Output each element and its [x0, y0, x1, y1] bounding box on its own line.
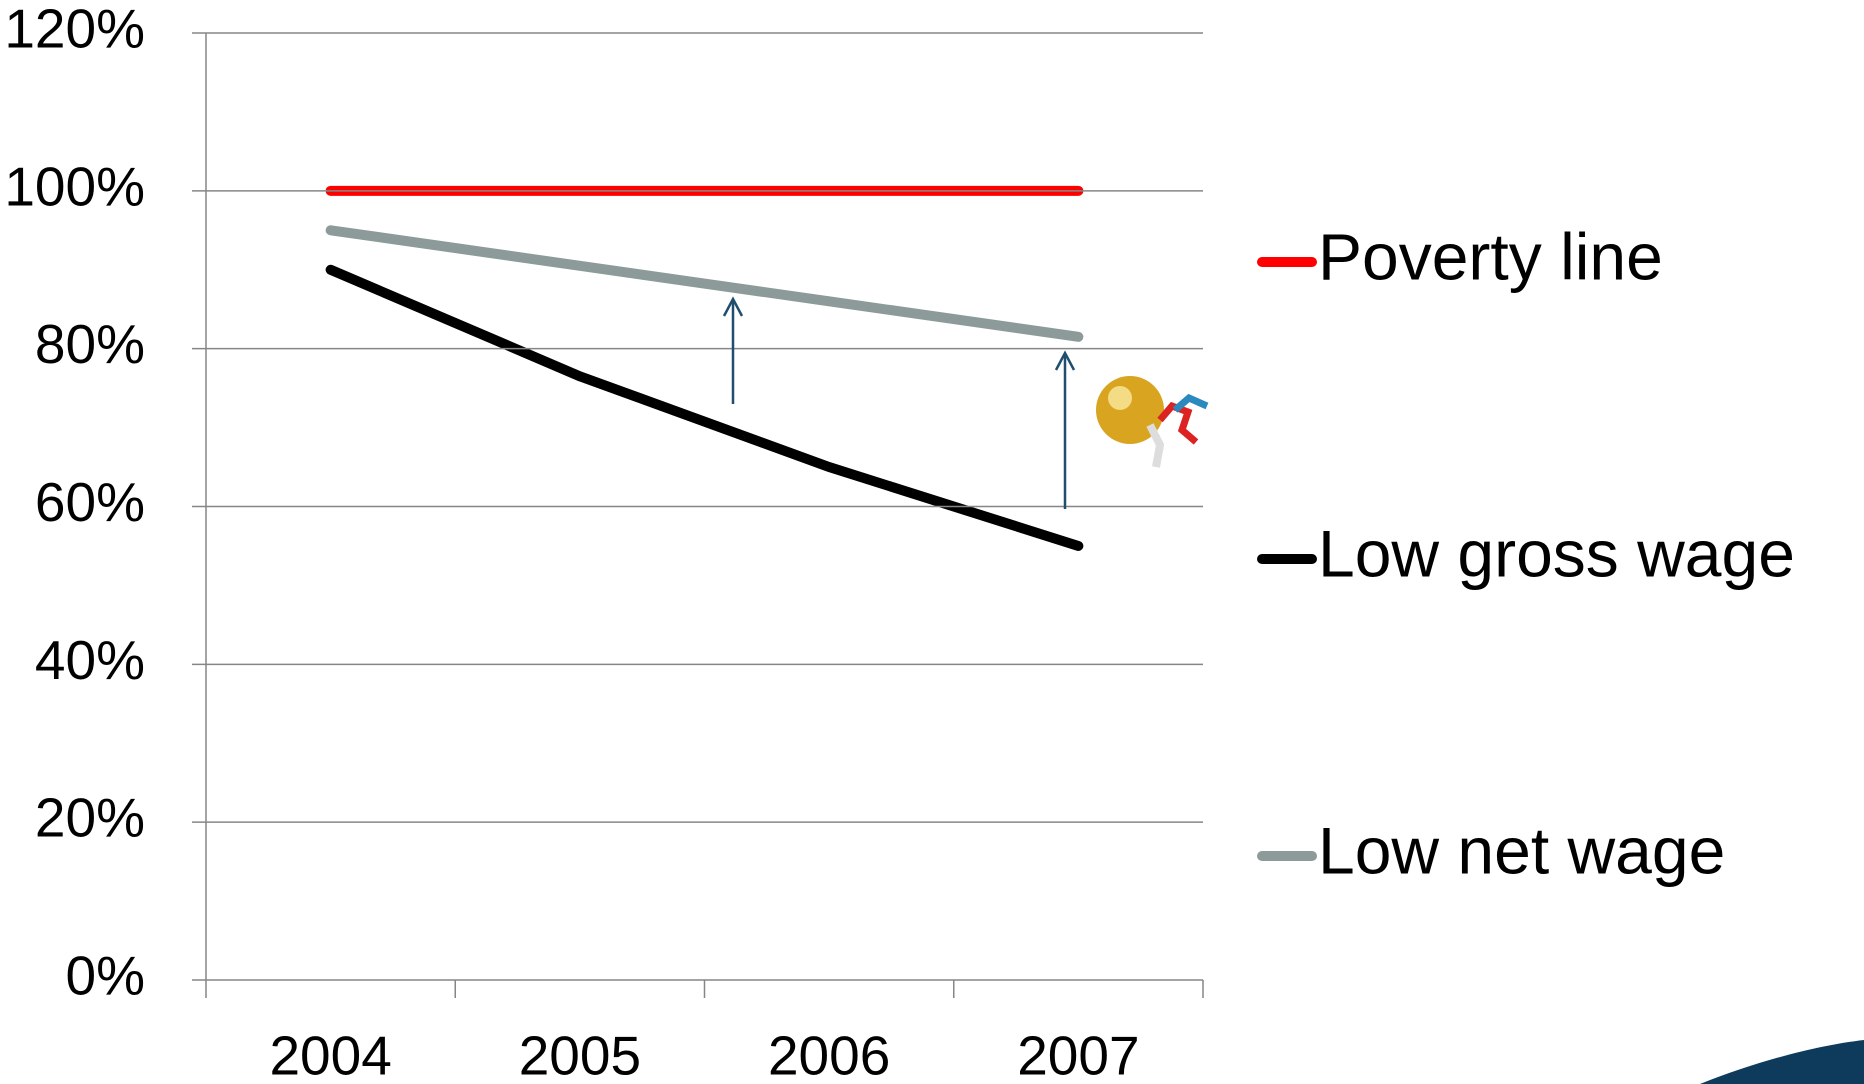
y-tick-label: 60%	[35, 471, 145, 533]
legend-label: Poverty line	[1318, 219, 1663, 293]
arrow-head	[722, 296, 744, 317]
x-tick-label: 2005	[519, 1025, 641, 1084]
x-tick-label: 2004	[269, 1025, 391, 1084]
y-tick-label: 80%	[35, 313, 145, 375]
y-tick-label: 40%	[35, 629, 145, 691]
x-tick-label: 2007	[1017, 1025, 1139, 1084]
figure	[1157, 401, 1199, 445]
figure	[1146, 423, 1165, 468]
corner-swoosh	[1700, 1040, 1864, 1084]
clip-art	[1096, 376, 1209, 468]
legend-label: Low gross wage	[1318, 516, 1795, 590]
y-tick-label: 100%	[4, 155, 145, 217]
annotation-arrows	[722, 296, 1076, 509]
x-tick-label: 2006	[768, 1025, 890, 1084]
figure	[1172, 393, 1209, 413]
y-tick-label: 120%	[4, 0, 145, 60]
highlight	[1108, 386, 1132, 410]
legend-label: Low net wage	[1318, 813, 1725, 887]
series-line	[325, 264, 1084, 551]
y-tick-label: 0%	[66, 945, 146, 1007]
series-line	[325, 225, 1084, 342]
arrow-head	[1054, 350, 1076, 371]
y-tick-label: 20%	[35, 787, 145, 849]
